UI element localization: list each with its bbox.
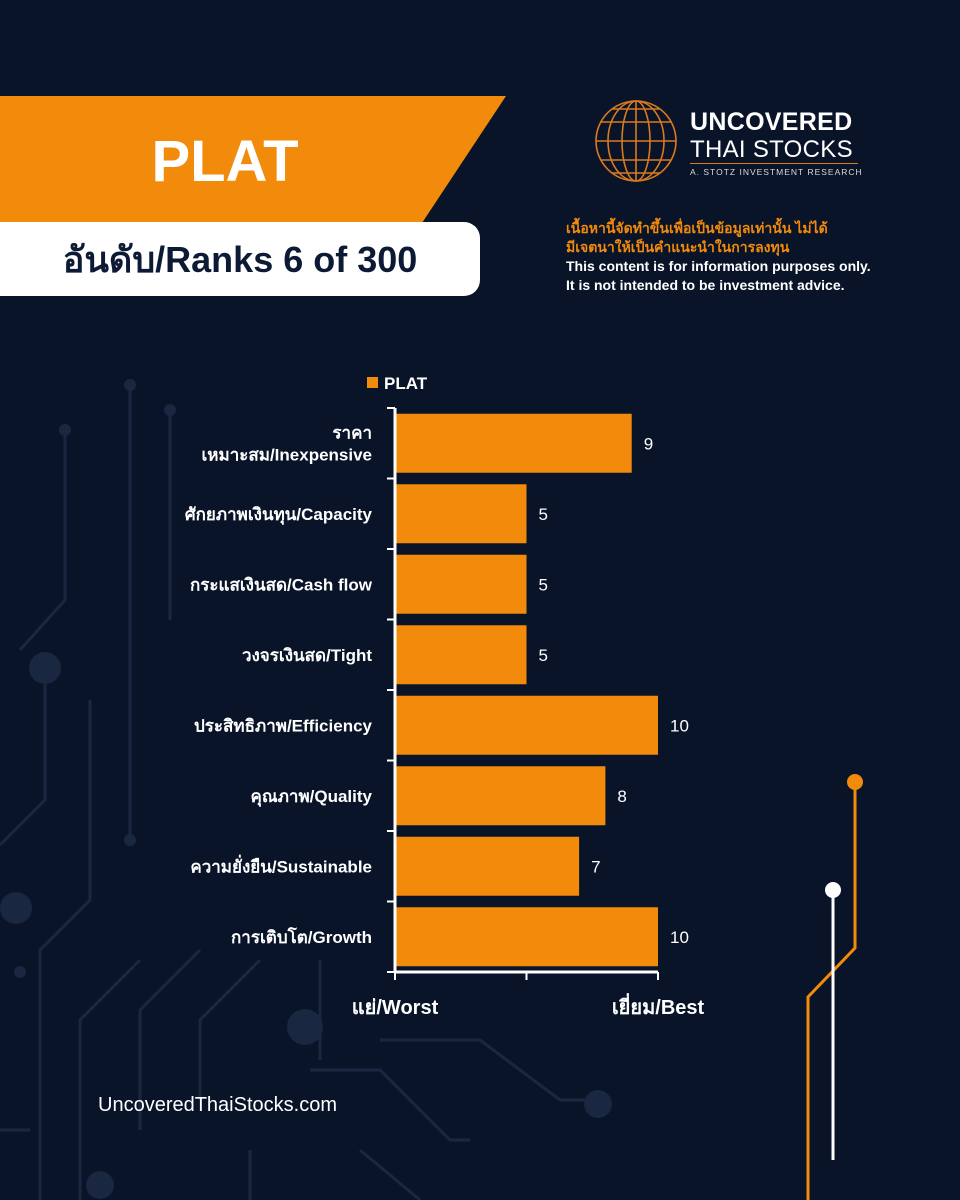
disclaimer-en-line1: This content is for information purposes… [566, 258, 871, 274]
ticker-title: PLAT [151, 128, 299, 194]
bar [396, 907, 658, 967]
disclaimer-thai-line2: มีเจตนาให้เป็นคำแนะนำในการลงทุน [566, 239, 790, 255]
bar [396, 766, 606, 826]
category-label: ความยั่งยืน/Sustainable [190, 854, 372, 876]
disclaimer-thai-line1: เนื้อหานี้จัดทำขึ้นเพื่อเป็นข้อมูลเท่านั… [566, 220, 828, 236]
bar [396, 695, 658, 755]
brand-line3: A. STOTZ INVESTMENT RESEARCH [690, 167, 863, 177]
rank-text: อันดับ/Ranks 6 of 300 [62, 238, 418, 280]
category-label: การเติบโต/Growth [231, 927, 372, 947]
data-label: 5 [539, 505, 548, 524]
bar [396, 484, 527, 544]
disclaimer: เนื้อหานี้จัดทำขึ้นเพื่อเป็นข้อมูลเท่านั… [566, 219, 946, 295]
data-label: 7 [591, 857, 600, 876]
data-label: 10 [670, 928, 689, 947]
data-label: 10 [670, 716, 689, 735]
category-label: กระแสเงินสด/Cash flow [190, 575, 373, 594]
brand-divider [690, 163, 858, 164]
data-label: 5 [539, 575, 548, 594]
rank-badge: อันดับ/Ranks 6 of 300 [0, 222, 480, 296]
bar [396, 413, 632, 473]
data-label: 5 [539, 646, 548, 665]
brand-line1: UNCOVERED [690, 108, 853, 136]
ticker-banner [0, 96, 506, 226]
category-label: คุณภาพ/Quality [251, 787, 373, 807]
legend-label: PLAT [384, 374, 428, 393]
globe-logo-icon [595, 100, 677, 182]
data-label: 8 [617, 787, 626, 806]
bar [396, 554, 527, 614]
category-label: ศักยภาพเงินทุน/Capacity [185, 505, 373, 525]
footer-url[interactable]: UncoveredThaiStocks.com [98, 1094, 337, 1116]
category-label: วงจรเงินสด/Tight [242, 646, 372, 665]
x-tick-label-worst: แย่/Worst [352, 997, 439, 1019]
x-tick-label-best: เยี่ยม/Best [612, 992, 705, 1019]
disclaimer-en-line2: It is not intended to be investment advi… [566, 277, 845, 293]
category-label: เหมาะสม/Inexpensive [201, 445, 372, 464]
brand-line2: THAI STOCKS [690, 136, 853, 163]
category-label: ประสิทธิภาพ/Efficiency [194, 716, 373, 735]
bar [396, 836, 580, 896]
legend-swatch [367, 377, 378, 388]
category-label: ราคา [332, 423, 372, 442]
data-label: 9 [644, 434, 653, 453]
bar [396, 625, 527, 685]
